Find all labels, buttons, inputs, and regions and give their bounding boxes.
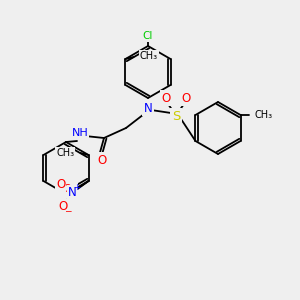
Text: NO₂: NO₂	[56, 184, 76, 194]
Text: +: +	[73, 184, 80, 193]
Text: O: O	[58, 200, 67, 214]
Text: O: O	[56, 178, 65, 191]
Text: S: S	[172, 110, 180, 122]
Text: −: −	[64, 206, 71, 215]
Text: O: O	[182, 92, 190, 104]
Text: CH₃: CH₃	[56, 148, 74, 158]
Text: N: N	[144, 101, 152, 115]
Text: N: N	[68, 187, 77, 200]
Text: O: O	[98, 154, 106, 166]
Text: CH₃: CH₃	[140, 51, 158, 61]
Text: CH₃: CH₃	[254, 110, 273, 120]
Text: O: O	[161, 92, 171, 104]
Text: NH: NH	[72, 128, 88, 138]
Text: Cl: Cl	[143, 31, 153, 41]
